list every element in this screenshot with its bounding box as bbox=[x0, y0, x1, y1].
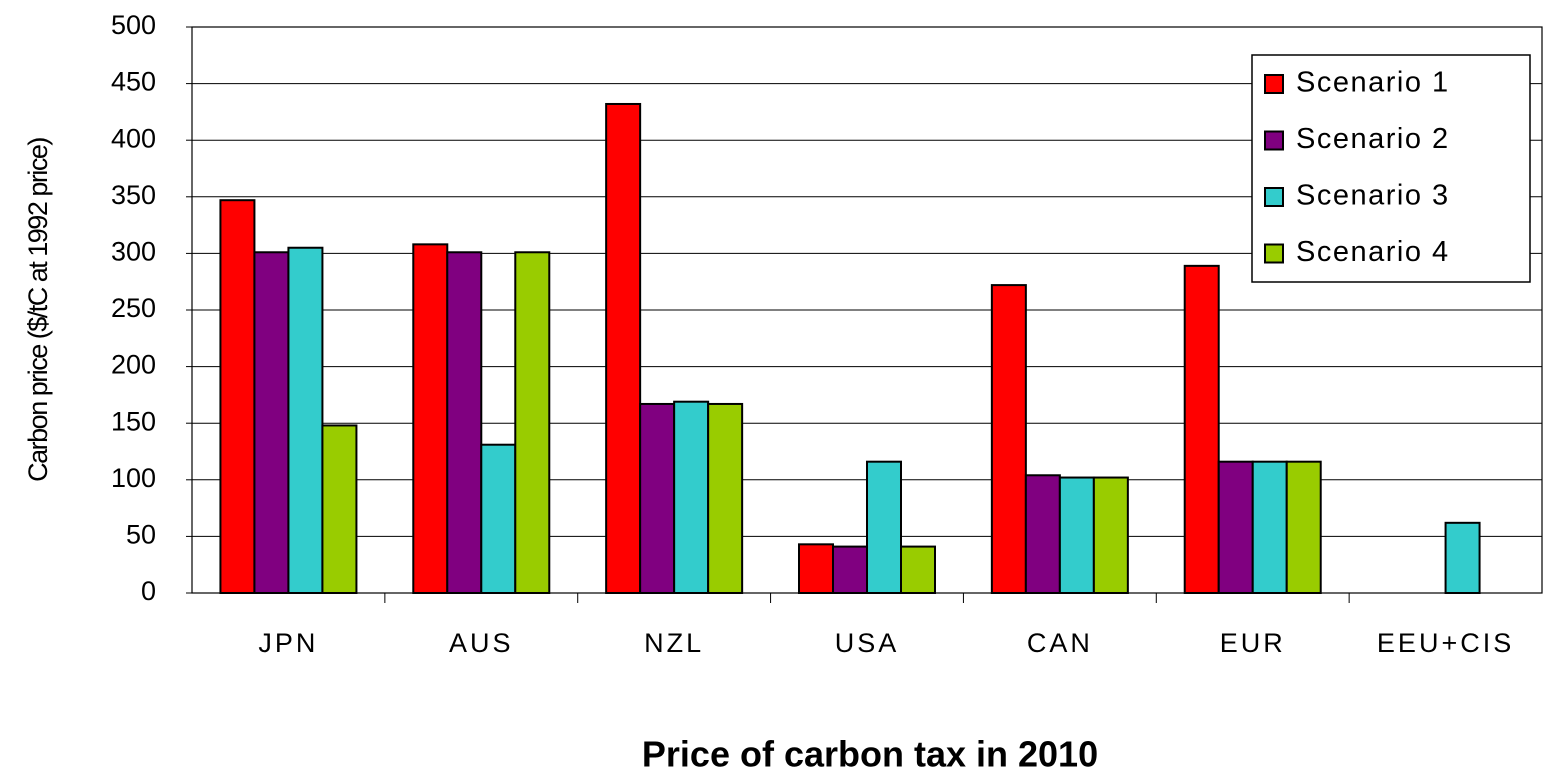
x-tick-label: EUR bbox=[1220, 628, 1286, 658]
y-tick-label: 0 bbox=[141, 576, 156, 606]
bar bbox=[412, 243, 449, 594]
y-axis-title: Carbon price ($/tC at 1992 price) bbox=[23, 138, 53, 482]
legend-label: Scenario 2 bbox=[1296, 123, 1450, 155]
y-tick-label: 500 bbox=[111, 10, 156, 40]
y-tick-label: 150 bbox=[111, 406, 156, 436]
bar bbox=[605, 102, 642, 594]
bar bbox=[866, 460, 902, 594]
y-tick-label: 350 bbox=[111, 180, 156, 210]
x-tick-label: AUS bbox=[449, 628, 514, 658]
bar bbox=[1183, 264, 1220, 594]
x-tick-label: USA bbox=[835, 628, 900, 658]
y-tick-label: 200 bbox=[111, 350, 156, 380]
x-axis-title: Price of carbon tax in 2010 bbox=[642, 734, 1098, 775]
bar bbox=[832, 545, 868, 595]
bar bbox=[321, 424, 358, 594]
bar bbox=[707, 402, 744, 594]
x-tick-label: NZL bbox=[644, 628, 704, 658]
legend-swatch bbox=[1264, 243, 1284, 264]
y-tick-label: 400 bbox=[111, 123, 156, 153]
bar bbox=[990, 284, 1027, 594]
bar bbox=[514, 251, 551, 594]
y-tick-label: 100 bbox=[111, 463, 156, 493]
bar bbox=[798, 543, 834, 594]
y-tick-label: 250 bbox=[111, 293, 156, 323]
bar bbox=[1058, 476, 1095, 595]
bar bbox=[673, 400, 710, 594]
bar bbox=[253, 251, 290, 594]
legend-box bbox=[1251, 54, 1531, 283]
bar bbox=[900, 545, 936, 595]
bar bbox=[1024, 474, 1061, 594]
bar bbox=[480, 443, 517, 595]
bar bbox=[1285, 460, 1322, 594]
x-tick-label: CAN bbox=[1027, 628, 1093, 658]
bar bbox=[1217, 460, 1254, 594]
bar bbox=[219, 199, 256, 594]
legend-swatch bbox=[1264, 74, 1284, 94]
x-tick-label: EEU+CIS bbox=[1377, 628, 1514, 658]
bar bbox=[287, 246, 324, 595]
bar bbox=[639, 402, 676, 594]
legend-label: Scenario 4 bbox=[1296, 236, 1450, 268]
y-tick-label: 50 bbox=[126, 520, 156, 550]
legend-swatch bbox=[1264, 187, 1284, 207]
y-tick-label: 450 bbox=[111, 67, 156, 97]
legend-swatch bbox=[1264, 130, 1284, 151]
bar bbox=[1092, 476, 1129, 595]
x-tick-label: JPN bbox=[258, 628, 318, 658]
legend-label: Scenario 1 bbox=[1296, 67, 1450, 99]
bar bbox=[1444, 521, 1481, 594]
legend-label: Scenario 3 bbox=[1296, 180, 1450, 212]
bar bbox=[446, 251, 483, 594]
bar bbox=[1251, 460, 1288, 594]
y-tick-label: 300 bbox=[111, 237, 156, 267]
